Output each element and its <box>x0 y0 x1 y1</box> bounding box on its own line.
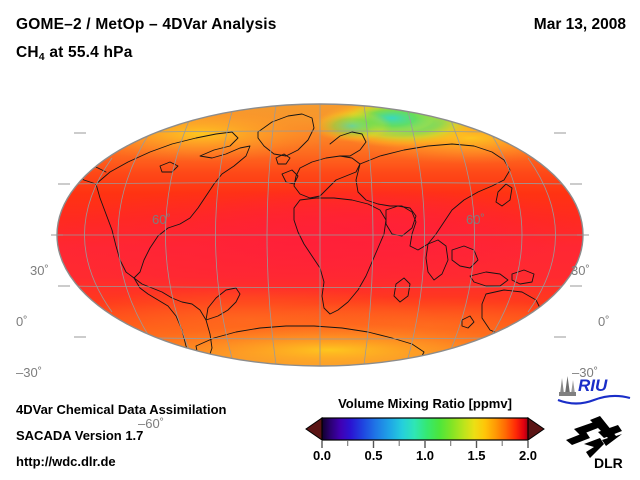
colorbar-cap-high <box>527 417 545 441</box>
page-title: GOME–2 / MetOp – 4DVar Analysis <box>16 16 277 33</box>
lat-ticks <box>51 132 589 338</box>
colorbar-cap-low <box>305 417 323 441</box>
data-field <box>57 104 583 366</box>
lat-label-left-30: 30˚ <box>30 263 49 278</box>
species-pressure: at 55.4 hPa <box>44 44 133 61</box>
lat-label-left-m30: –30˚ <box>16 365 43 380</box>
colorbar-minor-ticks <box>347 441 503 446</box>
lat-label-left-60: 60˚ <box>152 212 171 227</box>
species-formula: CH <box>16 44 39 61</box>
species-subtitle: CH4 at 55.4 hPa <box>16 44 133 63</box>
colorbar: Volume Mixing Ratio [ppmv] <box>300 396 550 472</box>
colorbar-tick-2: 1.0 <box>415 448 435 463</box>
riu-swoosh-icon <box>557 394 631 405</box>
colorbar-tick-labels: 0.0 0.5 1.0 1.5 2.0 <box>300 448 550 466</box>
riu-wordmark: RIU <box>578 376 608 395</box>
footer-line-version: SACADA Version 1.7 <box>16 428 144 443</box>
colorbar-swatch <box>305 417 545 448</box>
footer-line-url[interactable]: http://wdc.dlr.de <box>16 454 116 469</box>
colorbar-tick-3: 1.5 <box>467 448 486 463</box>
species-subscript: 4 <box>38 51 45 63</box>
map-panel: 60˚ 30˚ 0˚ –30˚ –60˚ 60˚ 30˚ 0˚ –30˚ –60… <box>0 88 640 431</box>
lat-label-right-30: 30˚ <box>571 263 590 278</box>
colorbar-tick-0: 0.0 <box>312 448 332 463</box>
dlr-logo: DLR <box>566 416 623 471</box>
lat-label-left-m60: –60˚ <box>138 416 165 431</box>
colorbar-tick-1: 0.5 <box>364 448 383 463</box>
colorbar-tick-4: 2.0 <box>518 448 538 463</box>
lat-label-right-60: 60˚ <box>466 212 485 227</box>
riu-bars-icon <box>559 376 576 396</box>
riu-logo: RIU <box>557 376 631 405</box>
mollweide-map <box>51 103 589 367</box>
colorbar-major-ticks <box>321 441 529 448</box>
lat-label-right-m30: –30˚ <box>572 365 599 380</box>
lat-label-right-0: 0˚ <box>598 314 610 329</box>
footer-line-assimilation: 4DVar Chemical Data Assimilation <box>16 402 227 417</box>
lat-label-left-0: 0˚ <box>16 314 28 329</box>
colorbar-title: Volume Mixing Ratio [ppmv] <box>338 396 512 411</box>
dlr-mark-icon <box>566 416 622 458</box>
dlr-wordmark: DLR <box>594 455 623 471</box>
date-label: Mar 13, 2008 <box>533 16 626 33</box>
